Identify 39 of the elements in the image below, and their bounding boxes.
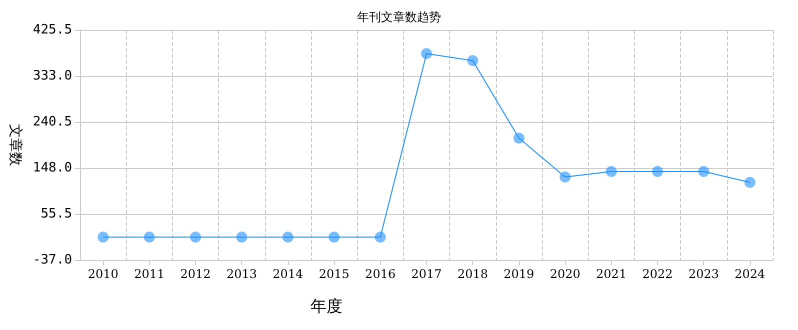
x-tick-label: 2020 xyxy=(550,267,580,281)
y-axis-title: 文章数 xyxy=(7,124,23,166)
point xyxy=(144,232,155,243)
x-tick-label: 2013 xyxy=(226,267,257,281)
x-tick-label: 2011 xyxy=(134,267,165,281)
point xyxy=(282,232,294,243)
y-tick-label: 55.5 xyxy=(40,206,72,222)
x-axis-title: 年度 xyxy=(310,296,343,316)
point xyxy=(652,166,664,177)
point xyxy=(98,232,109,243)
x-tick-label: 2014 xyxy=(272,267,304,281)
y-tick-label: -37.0 xyxy=(32,252,72,268)
point xyxy=(744,176,756,188)
y-tick-label: 240.5 xyxy=(32,114,72,130)
point xyxy=(374,232,386,243)
x-tick-label: 2015 xyxy=(318,267,350,281)
point xyxy=(513,132,524,144)
y-tick-label: 333.0 xyxy=(32,68,72,84)
x-tick-label: 2019 xyxy=(504,267,534,281)
point xyxy=(467,55,478,66)
x-tick-label: 2016 xyxy=(365,267,396,281)
x-tick-label: 2010 xyxy=(88,267,118,281)
point xyxy=(190,232,202,243)
x-tick-label: 2022 xyxy=(642,267,673,281)
x-tick-label: 2021 xyxy=(596,267,627,281)
chart-title: 年刊文章数趋势 xyxy=(357,10,441,24)
point xyxy=(698,166,710,177)
point xyxy=(606,166,617,177)
y-tick-label: 425.5 xyxy=(32,22,72,38)
y-tick-label: 148.0 xyxy=(32,160,72,176)
point xyxy=(421,48,432,60)
x-tick-label: 2012 xyxy=(180,267,211,281)
x-tick-label: 2023 xyxy=(688,267,719,281)
point xyxy=(328,232,340,243)
x-tick-label: 2024 xyxy=(734,267,766,281)
x-tick-label: 2018 xyxy=(457,267,488,281)
x-tick-label: 2017 xyxy=(411,267,442,281)
point xyxy=(236,232,248,243)
point xyxy=(560,171,571,182)
